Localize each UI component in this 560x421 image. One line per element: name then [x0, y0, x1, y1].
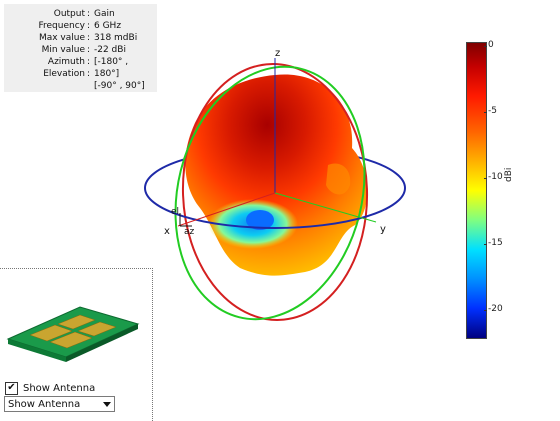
y-axis-label: y	[380, 224, 386, 235]
info-value: Gain	[94, 9, 115, 19]
display-mode-dropdown[interactable]: Show Antenna	[4, 396, 115, 412]
colorbar-tick-20: -20	[484, 304, 503, 314]
chevron-down-icon	[103, 402, 111, 407]
show-antenna-toggle[interactable]: ✔ Show Antenna	[5, 381, 95, 395]
info-key: Azimuth	[47, 57, 85, 67]
colorbar	[466, 42, 487, 339]
info-row-max: Max value : 318 mdBi	[38, 33, 138, 43]
colorbar-tick-15: -15	[484, 238, 503, 248]
info-row-elevation-range: [-90° , 90°]	[4, 80, 157, 92]
pattern-info-panel: Output : Gain Frequency : 6 GHz Max valu…	[4, 4, 157, 92]
info-row-frequency: Frequency : 6 GHz	[38, 21, 122, 31]
info-value: -22 dBi	[94, 45, 126, 55]
elevation-ring-green	[174, 65, 366, 321]
colorbar-tick-0: 0	[484, 40, 494, 50]
z-axis-label: z	[275, 48, 280, 59]
info-key: Output	[53, 9, 85, 19]
info-key: Max value	[38, 33, 85, 43]
el-label: el	[171, 207, 179, 217]
check-icon: ✔	[7, 382, 16, 393]
show-antenna-checkbox[interactable]: ✔	[5, 381, 18, 395]
info-row-elevation: Elevation : 180°]	[43, 69, 120, 79]
info-row-min: Min value : -22 dBi	[41, 45, 126, 55]
info-row-output: Output : Gain	[53, 9, 115, 19]
show-antenna-checkbox-label: Show Antenna	[23, 382, 96, 394]
colorbar-unit: dBi	[504, 167, 514, 182]
colorbar-tick-10: -10	[484, 172, 503, 182]
info-row-azimuth: Azimuth : [-180° ,	[47, 57, 129, 67]
az-label: az	[184, 227, 195, 237]
antenna-thumbnail	[6, 306, 140, 362]
antenna-preview-panel	[0, 268, 153, 421]
info-value: [-90° , 90°]	[94, 81, 145, 91]
display-mode-value: Show Antenna	[8, 399, 81, 410]
info-key: Min value	[41, 45, 85, 55]
info-key: Frequency	[38, 21, 86, 31]
info-value: 318 mdBi	[94, 33, 138, 43]
info-value: [-180° ,	[94, 57, 129, 67]
azimuth-ring-front	[144, 187, 406, 229]
elevation-ring-red	[181, 63, 369, 321]
x-axis	[177, 192, 276, 227]
info-value: 6 GHz	[94, 21, 122, 31]
info-value: 180°]	[94, 69, 120, 79]
x-axis-label: x	[164, 226, 170, 237]
colorbar-tick-5: -5	[484, 106, 497, 116]
info-key: Elevation	[43, 69, 85, 79]
y-axis	[274, 192, 377, 223]
